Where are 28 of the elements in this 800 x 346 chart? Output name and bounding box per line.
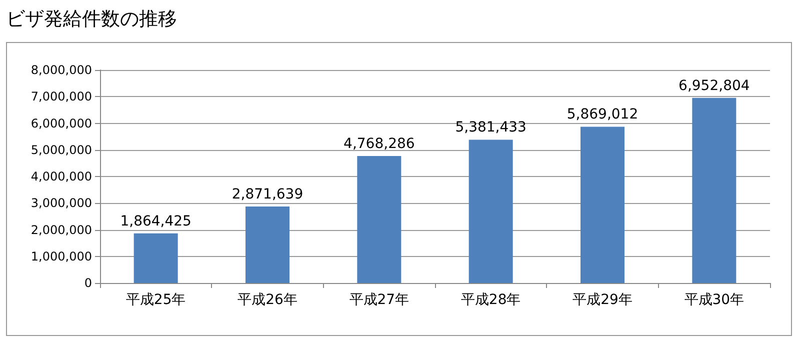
y-tick-label: 7,000,000	[30, 90, 92, 104]
x-tick-label: 平成30年	[684, 292, 744, 308]
data-label: 4,768,286	[344, 136, 415, 152]
data-label: 6,952,804	[678, 78, 750, 94]
y-tick-label: 5,000,000	[30, 142, 92, 157]
y-tick-label: 2,000,000	[30, 222, 92, 237]
y-tick-label: 0	[84, 276, 92, 290]
x-tick-label: 平成27年	[349, 292, 410, 308]
y-tick-label: 6,000,000	[30, 116, 92, 130]
chart-title: ビザ発給件数の推移	[6, 7, 177, 32]
x-tick-label: 平成28年	[460, 292, 521, 308]
data-label: 5,869,012	[566, 106, 638, 123]
y-tick-label: 4,000,000	[30, 170, 92, 184]
x-tick-label: 平成26年	[238, 292, 298, 308]
data-label: 1,864,425	[120, 213, 192, 230]
bar	[134, 233, 178, 283]
y-tick-label: 1,000,000	[30, 249, 92, 264]
bar	[468, 140, 513, 283]
bar	[357, 156, 402, 283]
bar	[246, 206, 290, 283]
x-tick-label: 平成25年	[126, 292, 186, 308]
y-tick-label: 8,000,000	[30, 63, 92, 77]
x-tick-label: 平成29年	[572, 292, 632, 308]
bar	[580, 126, 624, 283]
data-label: 2,871,639	[232, 186, 304, 203]
bar	[692, 98, 736, 283]
data-label: 5,381,433	[455, 120, 526, 136]
y-tick-label: 3,000,000	[30, 196, 92, 210]
